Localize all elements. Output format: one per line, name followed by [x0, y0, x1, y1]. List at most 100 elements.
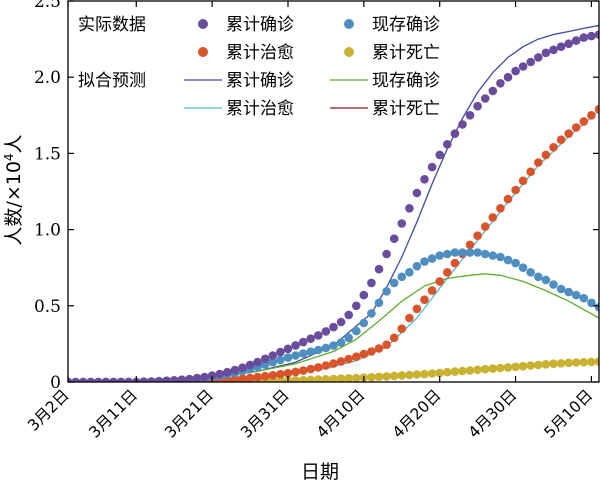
point-cumulative-cured: [587, 111, 596, 120]
point-cumulative-confirmed: [268, 351, 278, 360]
point-cumulative-deaths: [397, 371, 407, 380]
point-cumulative-cured: [511, 185, 520, 195]
point-cumulative-confirmed: [458, 120, 467, 129]
point-cumulative-cured: [496, 204, 505, 213]
point-cumulative-deaths: [450, 367, 460, 376]
point-cumulative-deaths: [344, 374, 353, 382]
point-cumulative-deaths: [420, 369, 429, 379]
point-cumulative-confirmed: [298, 337, 308, 347]
legend-label-fit-current-confirmed: 现存确诊: [372, 71, 440, 91]
point-cumulative-confirmed: [215, 369, 224, 379]
point-cumulative-confirmed: [594, 30, 599, 39]
x-tick-label: 4月10日: [313, 386, 369, 442]
point-cumulative-deaths: [435, 368, 445, 378]
x-tick-label: 3月21日: [161, 386, 217, 442]
point-cumulative-confirmed: [169, 376, 179, 382]
point-cumulative-confirmed: [465, 111, 475, 120]
point-cumulative-cured: [465, 240, 475, 250]
point-current-confirmed: [564, 287, 573, 297]
point-current-confirmed: [541, 275, 551, 285]
point-current-confirmed: [359, 318, 369, 328]
point-current-confirmed: [427, 254, 437, 263]
point-cumulative-deaths: [556, 359, 566, 368]
point-cumulative-cured: [541, 150, 551, 160]
point-cumulative-cured: [564, 129, 573, 138]
point-cumulative-confirmed: [68, 377, 73, 382]
point-cumulative-confirmed: [473, 101, 482, 111]
point-cumulative-cured: [314, 363, 323, 372]
point-cumulative-cured: [556, 135, 566, 144]
point-cumulative-confirmed: [116, 377, 126, 382]
point-current-confirmed: [518, 263, 528, 273]
point-current-confirmed: [389, 278, 399, 288]
point-current-confirmed: [268, 357, 278, 367]
point-cumulative-deaths: [458, 366, 467, 376]
point-cumulative-deaths: [336, 374, 346, 382]
point-cumulative-confirmed: [488, 86, 498, 96]
legend-label-fit-cumulative-confirmed: 累计确诊: [226, 71, 294, 91]
y-tick-label: 2.5: [34, 0, 61, 12]
point-cumulative-deaths: [389, 371, 399, 381]
point-cumulative-deaths: [367, 373, 376, 382]
point-cumulative-confirmed: [253, 357, 262, 367]
point-cumulative-cured: [420, 295, 429, 305]
legend-marker-cumulative-deaths: [344, 47, 354, 57]
point-current-confirmed: [405, 268, 414, 277]
point-cumulative-confirmed: [78, 377, 88, 382]
point-cumulative-cured: [450, 258, 460, 268]
point-cumulative-confirmed: [359, 290, 369, 300]
point-cumulative-cured: [306, 364, 316, 374]
point-cumulative-confirmed: [420, 175, 429, 184]
point-cumulative-deaths: [534, 360, 543, 370]
point-cumulative-confirmed: [147, 377, 156, 382]
point-cumulative-deaths: [480, 364, 490, 374]
y-tick-label: 2.0: [34, 68, 61, 88]
point-current-confirmed: [336, 338, 346, 347]
point-cumulative-cured: [238, 374, 247, 382]
legend-label-cumulative-confirmed: 累计确诊: [226, 15, 294, 35]
point-current-confirmed: [291, 351, 300, 360]
point-cumulative-confirmed: [511, 66, 520, 76]
y-tick-label: 1.0: [34, 221, 61, 241]
y-tick-label: 0.5: [34, 297, 61, 317]
point-cumulative-confirmed: [344, 310, 354, 320]
point-current-confirmed: [367, 309, 376, 318]
point-current-confirmed: [526, 268, 535, 277]
point-current-confirmed: [579, 293, 589, 303]
y-axis-title-exp: 4: [2, 153, 16, 161]
point-cumulative-confirmed: [245, 360, 255, 370]
point-cumulative-confirmed: [86, 377, 96, 382]
point-cumulative-cured: [488, 213, 498, 222]
legend-marker-cumulative-confirmed: [198, 19, 208, 29]
point-current-confirmed: [571, 290, 581, 300]
x-tick-label: 5月10日: [541, 386, 597, 442]
point-cumulative-cured: [352, 352, 361, 362]
point-cumulative-confirmed: [443, 140, 452, 149]
point-cumulative-cured: [412, 304, 422, 314]
legend-marker-current-confirmed: [344, 19, 354, 29]
point-cumulative-confirmed: [450, 129, 460, 138]
point-current-confirmed: [314, 345, 323, 355]
point-cumulative-cured: [374, 344, 384, 353]
point-cumulative-cured: [276, 369, 285, 379]
y-tick-label: 1.5: [34, 144, 61, 164]
point-current-confirmed: [534, 272, 543, 282]
point-cumulative-confirmed: [503, 72, 513, 82]
point-current-confirmed: [397, 272, 407, 282]
point-cumulative-deaths: [526, 361, 535, 370]
point-cumulative-deaths: [329, 374, 338, 382]
point-cumulative-cured: [230, 375, 240, 382]
point-cumulative-cured: [397, 324, 407, 334]
point-cumulative-confirmed: [283, 344, 293, 354]
point-cumulative-cured: [549, 143, 558, 152]
point-current-confirmed: [344, 333, 354, 343]
point-cumulative-deaths: [291, 376, 300, 382]
legend-label-cumulative-deaths: 累计死亡: [372, 43, 440, 63]
point-cumulative-cured: [571, 123, 581, 132]
point-current-confirmed: [435, 251, 445, 260]
point-cumulative-cured: [534, 158, 543, 167]
point-cumulative-cured: [382, 340, 391, 350]
point-cumulative-confirmed: [306, 334, 316, 344]
point-cumulative-confirmed: [154, 376, 164, 382]
